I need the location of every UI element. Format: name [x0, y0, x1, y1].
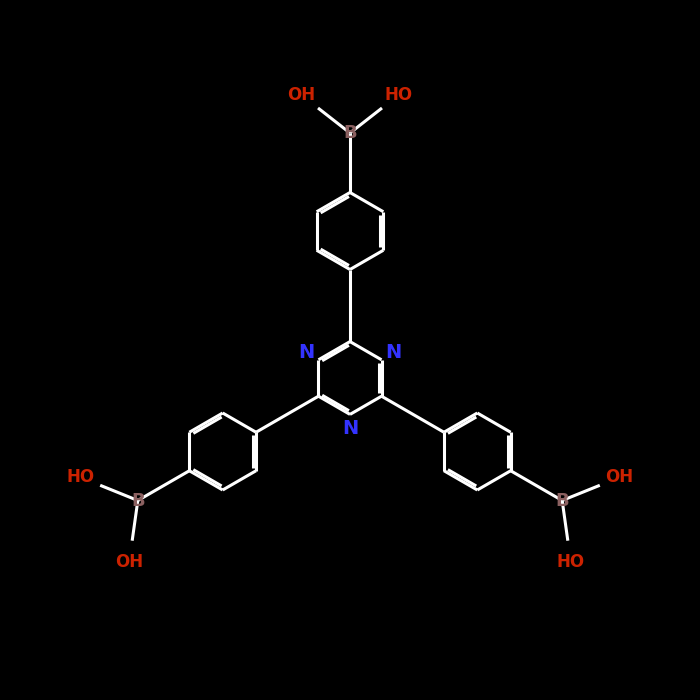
Text: HO: HO — [66, 468, 94, 486]
Text: N: N — [298, 343, 314, 363]
Text: B: B — [343, 124, 357, 142]
Text: N: N — [342, 419, 358, 438]
Text: B: B — [131, 491, 145, 510]
Text: HO: HO — [384, 86, 412, 104]
Text: HO: HO — [556, 552, 584, 570]
Text: OH: OH — [606, 468, 634, 486]
Text: B: B — [555, 491, 569, 510]
Text: N: N — [386, 343, 402, 363]
Text: OH: OH — [116, 552, 144, 570]
Text: OH: OH — [288, 86, 316, 104]
